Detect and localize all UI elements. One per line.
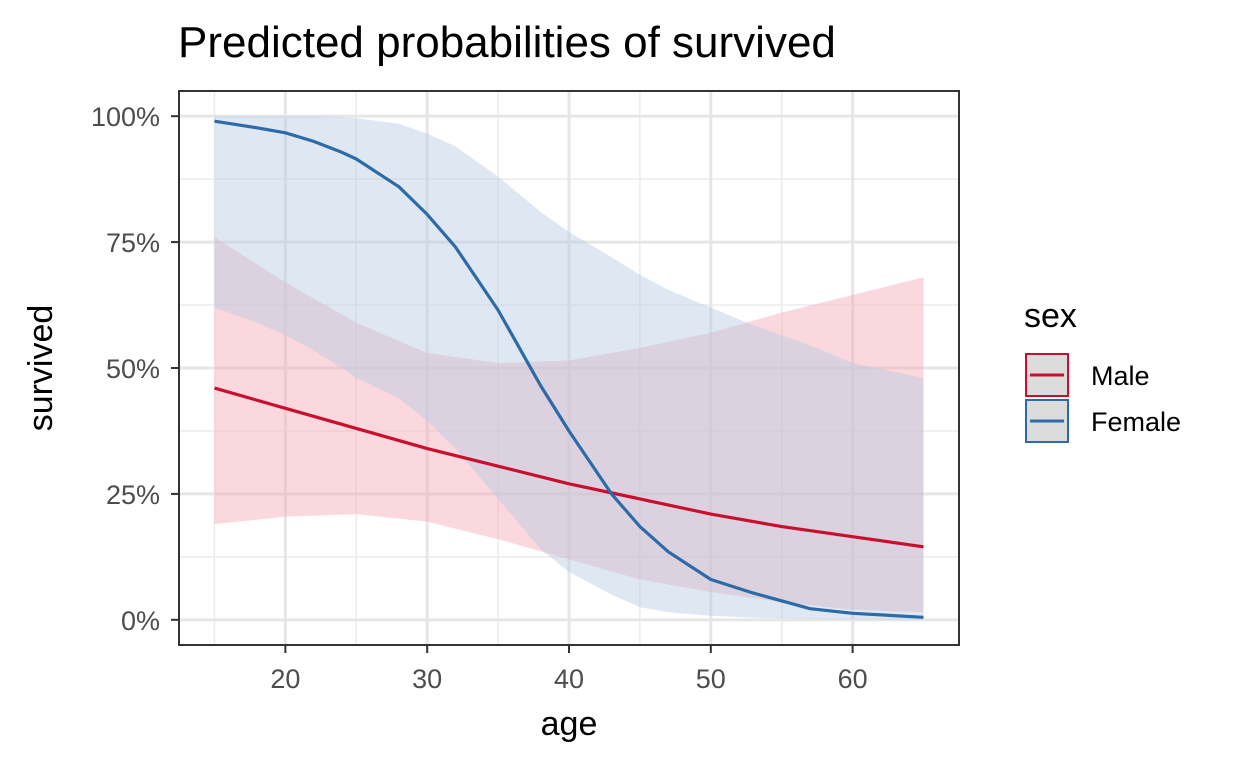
grid-layer xyxy=(179,91,959,645)
y-tick-label: 0% xyxy=(121,606,160,636)
ribbon-layer xyxy=(214,116,924,620)
line-layer xyxy=(214,119,924,619)
y-tick-label: 25% xyxy=(106,480,160,510)
ticks-layer: 20 30 40 50 60 0% 25% 50% 75% 100% xyxy=(91,102,868,694)
y-axis-title: survived xyxy=(22,305,60,432)
line-female xyxy=(214,119,924,619)
x-tick-label: 20 xyxy=(270,664,300,694)
ribbon-male xyxy=(214,237,924,613)
legend: sex Male Female xyxy=(1024,297,1181,443)
line-male xyxy=(214,386,924,549)
y-tick-label: 50% xyxy=(106,354,160,384)
chart-title: Predicted probabilities of survived xyxy=(178,18,836,67)
legend-title: sex xyxy=(1024,297,1077,335)
ribbon-female xyxy=(214,116,924,620)
legend-key-male xyxy=(1025,353,1069,397)
y-tick-label: 100% xyxy=(91,102,160,132)
x-axis-title: age xyxy=(541,705,598,743)
legend-label: Female xyxy=(1091,407,1181,437)
x-tick-label: 30 xyxy=(412,664,442,694)
y-tick-label: 75% xyxy=(106,228,160,258)
x-tick-label: 60 xyxy=(838,664,868,694)
x-tick-label: 50 xyxy=(696,664,726,694)
legend-key-female xyxy=(1025,399,1069,443)
legend-label: Male xyxy=(1091,361,1150,391)
x-tick-label: 40 xyxy=(554,664,584,694)
